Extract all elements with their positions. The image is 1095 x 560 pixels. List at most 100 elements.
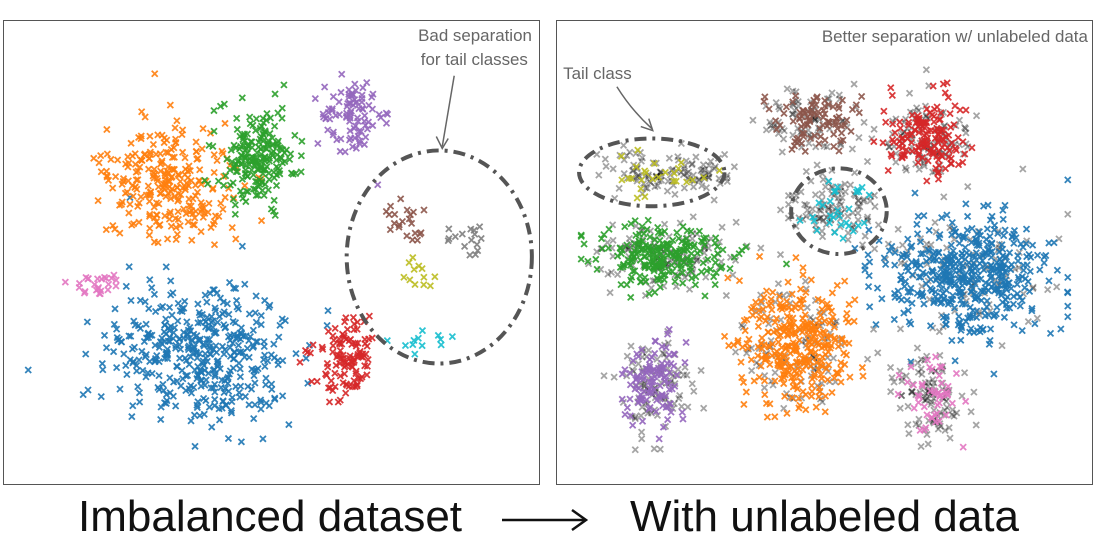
scatter-point: [151, 307, 160, 316]
scatter-point: [287, 169, 296, 177]
scatter-point: [112, 282, 120, 290]
scatter-point: [640, 253, 648, 261]
scatter-point: [681, 273, 689, 281]
scatter-point: [164, 337, 172, 345]
scatter-point: [347, 91, 356, 100]
scatter-point: [654, 182, 662, 190]
scatter-point: [178, 148, 187, 156]
scatter-point: [664, 177, 672, 185]
scatter-point: [742, 243, 750, 251]
scatter-point: [776, 206, 785, 214]
scatter-point: [782, 260, 791, 268]
scatter-point: [895, 371, 903, 380]
scatter-point: [138, 108, 146, 116]
scatter-point: [659, 349, 667, 357]
scatter-point: [784, 303, 793, 312]
scatter-point: [710, 164, 719, 173]
scatter-point: [801, 147, 809, 156]
scatter-point: [907, 388, 916, 396]
scatter-point: [929, 376, 937, 384]
scatter-point: [983, 225, 991, 233]
scatter-point: [720, 332, 729, 340]
scatter-point: [789, 110, 797, 118]
scatter-point: [700, 166, 709, 174]
scatter-point: [825, 361, 833, 369]
annotation-tail-class: Tail class: [563, 64, 632, 83]
scatter-point: [692, 153, 700, 161]
scatter-point: [445, 225, 453, 233]
scatter-point: [855, 188, 863, 196]
scatter-point: [864, 282, 873, 291]
scatter-point: [937, 109, 945, 117]
scatter-point: [329, 131, 337, 139]
scatter-point: [403, 206, 411, 214]
scatter-point: [269, 207, 278, 215]
scatter-point: [244, 382, 252, 391]
scatter-point: [925, 255, 934, 263]
scatter-point: [887, 84, 895, 92]
scatter-point: [162, 399, 170, 408]
scatter-point: [269, 140, 277, 148]
scatter-point: [256, 164, 264, 172]
scatter-point: [359, 84, 367, 92]
scatter-point: [132, 168, 140, 176]
annotation-better-separation: Better separation w/ unlabeled data: [822, 27, 1089, 46]
scatter-point: [823, 376, 832, 384]
scatter-point: [865, 191, 873, 199]
scatter-point: [270, 168, 278, 176]
scatter-point: [632, 149, 640, 158]
scatter-point: [613, 270, 622, 279]
scatter-point: [689, 183, 698, 191]
scatter-point: [826, 212, 835, 220]
scatter-point: [1019, 165, 1027, 173]
scatter-point: [904, 288, 912, 296]
scatter-point: [221, 119, 229, 128]
scatter-point: [451, 232, 459, 241]
scatter-point: [959, 158, 967, 166]
scatter-point: [913, 289, 921, 297]
scatter-point: [170, 153, 178, 161]
scatter-point: [437, 341, 445, 349]
scatter-point: [632, 222, 640, 230]
scatter-point: [155, 222, 163, 230]
scatter-point: [976, 323, 984, 332]
scatter-point: [743, 340, 751, 348]
scatter-point: [142, 334, 151, 342]
scatter-point: [252, 292, 260, 300]
scatter-point: [185, 201, 193, 210]
scatter-point: [207, 223, 215, 232]
scatter-point: [771, 413, 779, 421]
scatter-point: [676, 391, 684, 400]
scatter-point: [711, 281, 719, 289]
scatter-point: [825, 303, 834, 312]
scatter-point: [814, 338, 822, 346]
scatter-point: [758, 334, 766, 342]
scatter-point: [321, 83, 329, 91]
scatter-point: [131, 150, 139, 158]
points-group-imbalanced: [24, 70, 485, 450]
scatter-point: [180, 205, 188, 213]
scatter-point: [418, 326, 427, 335]
scatter-point: [401, 341, 410, 350]
scatter-point: [98, 359, 106, 368]
scatter-point: [772, 125, 781, 134]
scatter-point: [841, 360, 849, 369]
scatter-point: [637, 176, 646, 184]
scatter-point: [411, 350, 419, 358]
scatter-point: [704, 255, 712, 264]
scatter-point: [180, 328, 188, 337]
scatter-point: [179, 184, 187, 192]
scatter-point: [656, 382, 664, 390]
scatter-point: [356, 137, 364, 145]
scatter-point: [935, 399, 943, 407]
scatter-point: [229, 317, 237, 326]
scatter-point: [228, 398, 236, 406]
scatter-point: [906, 288, 914, 296]
scatter-point: [342, 389, 350, 397]
scatter-point: [955, 319, 964, 327]
scatter-point: [135, 199, 143, 207]
scatter-point: [1031, 320, 1039, 328]
scatter-point: [890, 138, 898, 146]
scatter-point: [129, 402, 137, 410]
scatter-point: [190, 221, 198, 229]
